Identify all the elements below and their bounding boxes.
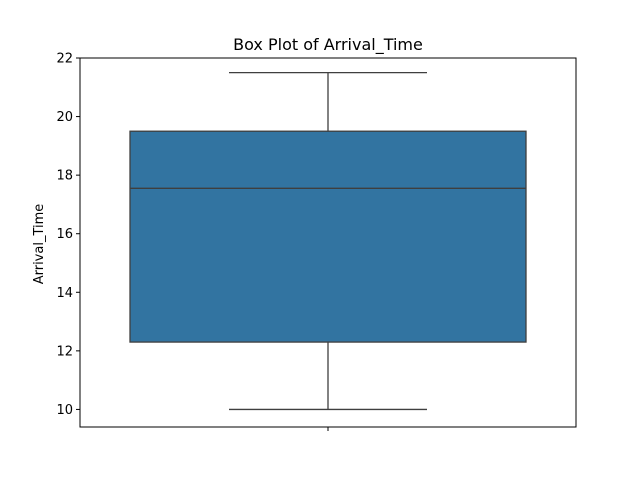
y-tick-label: 10: [56, 403, 73, 418]
y-axis-ticks: 10 12 14 16 18 20 22: [56, 52, 80, 418]
plot-frame: [79, 57, 577, 428]
box-plot-box: [129, 71, 527, 411]
y-axis-label: Arrival_Time: [32, 204, 47, 285]
y-tick-label: 12: [56, 344, 73, 359]
y-tick-label: 22: [56, 52, 73, 67]
interquartile-box: [129, 130, 527, 343]
chart-title: Box Plot of Arrival_Time: [233, 35, 423, 55]
y-tick-label: 18: [56, 169, 73, 184]
y-tick-label: 16: [56, 227, 73, 242]
y-tick-label: 20: [56, 110, 73, 125]
y-tick-label: 14: [56, 286, 73, 301]
